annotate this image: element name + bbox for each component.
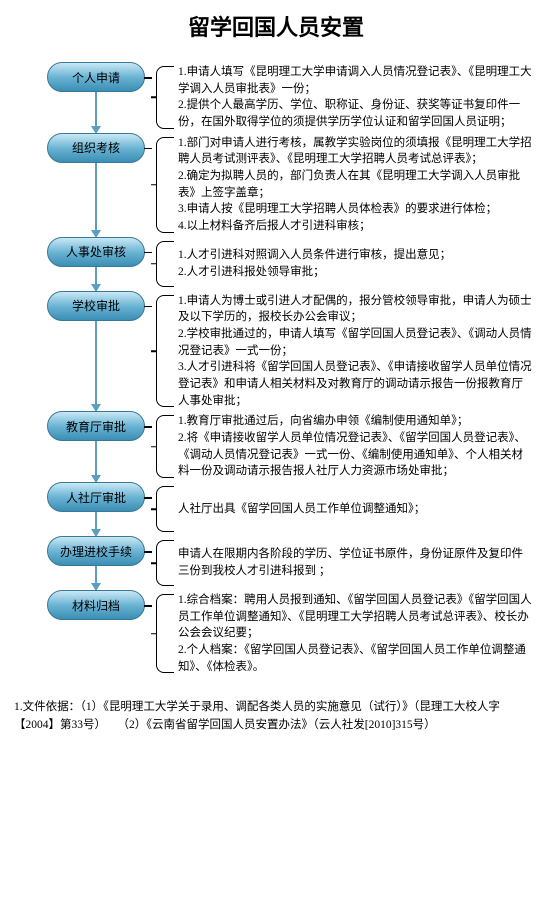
flow-step: 学校审批 1.申请人为博士或引进人才配偶的，报分管校领导审批，申请人为硕士及以下学… <box>42 291 552 412</box>
arrow-down-icon <box>95 321 97 412</box>
bracket-icon <box>156 241 174 287</box>
flow-node: 材料归档 <box>47 590 145 620</box>
arrow-down-icon <box>95 267 97 291</box>
bracket-icon <box>156 137 174 233</box>
arrow-down-icon <box>95 92 97 133</box>
connector-line <box>144 426 152 428</box>
flow-step: 教育厅审批 1.教育厅审批通过后，向省编办申领《编制使用通知单》；2.将《申请接收… <box>42 411 552 482</box>
flow-node-label: 人社厅审批 <box>66 489 126 506</box>
arrow-down-icon <box>95 163 97 237</box>
step-description: 1.教育厅审批通过后，向省编办申领《编制使用通知单》；2.将《申请接收留学人员单… <box>178 411 532 482</box>
flow-node: 人社厅审批 <box>47 482 145 512</box>
desc-line: 2.个人档案：《留学回国人员登记表》、《留学回国人员工作单位调整通知》、《体检表… <box>178 642 532 675</box>
node-column: 教育厅审批 <box>42 411 150 482</box>
flow-node-label: 组织考核 <box>72 139 120 156</box>
flow-step: 个人申请 1.申请人填写《昆明理工大学申请调入人员情况登记表》、《昆明理工大学调入… <box>42 62 552 133</box>
desc-column: 1.申请人填写《昆明理工大学申请调入人员情况登记表》、《昆明理工大学调入人员审批… <box>150 62 552 133</box>
connector-line <box>144 77 152 79</box>
flow-node-label: 学校审批 <box>72 297 120 314</box>
step-description: 1.申请人填写《昆明理工大学申请调入人员情况登记表》、《昆明理工大学调入人员审批… <box>178 62 532 133</box>
desc-column: 人社厅出具《留学回国人员工作单位调整通知》； <box>150 482 552 536</box>
bracket-icon <box>156 486 174 532</box>
desc-line: 3.申请人按《昆明理工大学招聘人员体检表》的要求进行体检； <box>178 201 532 218</box>
desc-line: 1.教育厅审批通过后，向省编办申领《编制使用通知单》； <box>178 413 532 430</box>
page-title: 留学回国人员安置 <box>0 10 552 42</box>
flow-node: 办理进校手续 <box>47 536 145 566</box>
flow-node: 个人申请 <box>47 62 145 92</box>
desc-line: 1.申请人填写《昆明理工大学申请调入人员情况登记表》、《昆明理工大学调入人员审批… <box>178 64 532 97</box>
desc-column: 1.人才引进科对照调入人员条件进行审核，提出意见；2.人才引进科报处领导审批； <box>150 237 552 291</box>
step-description: 1.人才引进科对照调入人员条件进行审核，提出意见；2.人才引进科报处领导审批； <box>178 245 451 282</box>
footer-line: 1.文件依据：（1）《昆明理工大学关于录用、调配各类人员的实施意见（试行）》（昆… <box>14 701 500 730</box>
desc-column: 1.综合档案：聘用人员报到通知、《留学回国人员登记表》《留学回国人员工作单位调整… <box>150 590 552 677</box>
desc-line: 4.以上材料备齐后报人才引进科审核； <box>178 218 532 235</box>
desc-column: 申请人在限期内各阶段的学历、学位证书原件，身份证原件及复印件三份到我校人才引进科… <box>150 536 552 590</box>
bracket-icon <box>156 540 174 586</box>
bracket-icon <box>156 295 174 408</box>
bracket-icon <box>156 66 174 129</box>
flow-step: 人社厅审批人社厅出具《留学回国人员工作单位调整通知》； <box>42 482 552 536</box>
desc-line: 人社厅出具《留学回国人员工作单位调整通知》； <box>178 501 425 518</box>
step-description: 申请人在限期内各阶段的学历、学位证书原件，身份证原件及复印件三份到我校人才引进科… <box>178 544 532 581</box>
desc-line: 申请人在限期内各阶段的学历、学位证书原件，身份证原件及复印件三份到我校人才引进科… <box>178 546 532 579</box>
node-column: 组织考核 <box>42 133 150 237</box>
desc-line: 2.人才引进科报处领导审批； <box>178 264 451 281</box>
flow-node-label: 人事处审核 <box>66 243 126 260</box>
flow-step: 人事处审核 1.人才引进科对照调入人员条件进行审核，提出意见；2.人才引进科报处领… <box>42 237 552 291</box>
node-column: 办理进校手续 <box>42 536 150 590</box>
flowchart: 个人申请 1.申请人填写《昆明理工大学申请调入人员情况登记表》、《昆明理工大学调入… <box>0 62 552 677</box>
connector-line <box>144 605 152 607</box>
flow-node: 人事处审核 <box>47 237 145 267</box>
node-column: 学校审批 <box>42 291 150 412</box>
flow-node-label: 材料归档 <box>72 597 120 614</box>
connector-line <box>144 551 152 553</box>
node-column: 个人申请 <box>42 62 150 133</box>
connector-line <box>144 497 152 499</box>
desc-line: 1.申请人为博士或引进人才配偶的，报分管校领导审批，申请人为硕士及以下学历的，报… <box>178 293 532 326</box>
desc-column: 1.部门对申请人进行考核，属教学实验岗位的须填报《昆明理工大学招聘人员考试测评表… <box>150 133 552 237</box>
desc-column: 1.申请人为博士或引进人才配偶的，报分管校领导审批，申请人为硕士及以下学历的，报… <box>150 291 552 412</box>
flow-node-label: 办理进校手续 <box>60 543 132 560</box>
flow-node: 学校审批 <box>47 291 145 321</box>
flow-node-label: 教育厅审批 <box>66 418 126 435</box>
bracket-icon <box>156 594 174 673</box>
flow-step: 材料归档 1.综合档案：聘用人员报到通知、《留学回国人员登记表》《留学回国人员工作… <box>42 590 552 677</box>
flow-step: 办理进校手续 申请人在限期内各阶段的学历、学位证书原件，身份证原件及复印件三份到我… <box>42 536 552 590</box>
desc-line: 2.学校审批通过的，申请人填写《留学回国人员登记表》、《调动人员情况登记表》一式… <box>178 326 532 359</box>
arrow-down-icon <box>95 566 97 590</box>
desc-line: 3.人才引进科将《留学回国人员登记表》、《申请接收留学人员单位情况登记表》和申请… <box>178 359 532 409</box>
desc-line: 2.将《申请接收留学人员单位情况登记表》、《留学回国人员登记表》、《调动人员情况… <box>178 430 532 480</box>
footer-notes: 1.文件依据：（1）《昆明理工大学关于录用、调配各类人员的实施意见（试行）》（昆… <box>0 677 552 744</box>
node-column: 材料归档 <box>42 590 150 677</box>
desc-line: 1.部门对申请人进行考核，属教学实验岗位的须填报《昆明理工大学招聘人员考试测评表… <box>178 135 532 168</box>
flow-step: 组织考核 1.部门对申请人进行考核，属教学实验岗位的须填报《昆明理工大学招聘人员考… <box>42 133 552 237</box>
connector-line <box>144 306 152 308</box>
step-description: 人社厅出具《留学回国人员工作单位调整通知》； <box>178 499 425 520</box>
connector-line <box>144 148 152 150</box>
step-description: 1.部门对申请人进行考核，属教学实验岗位的须填报《昆明理工大学招聘人员考试测评表… <box>178 133 532 237</box>
node-column: 人事处审核 <box>42 237 150 291</box>
desc-column: 1.教育厅审批通过后，向省编办申领《编制使用通知单》；2.将《申请接收留学人员单… <box>150 411 552 482</box>
arrow-down-icon <box>95 441 97 482</box>
step-description: 1.综合档案：聘用人员报到通知、《留学回国人员登记表》《留学回国人员工作单位调整… <box>178 590 532 677</box>
arrow-down-icon <box>95 512 97 536</box>
flow-node: 组织考核 <box>47 133 145 163</box>
desc-line: 2.确定为拟聘人员的，部门负责人在其《昆明理工大学调入人员审批表》上签字盖章； <box>178 168 532 201</box>
step-description: 1.申请人为博士或引进人才配偶的，报分管校领导审批，申请人为硕士及以下学历的，报… <box>178 291 532 412</box>
desc-line: 1.综合档案：聘用人员报到通知、《留学回国人员登记表》《留学回国人员工作单位调整… <box>178 592 532 642</box>
desc-line: 1.人才引进科对照调入人员条件进行审核，提出意见； <box>178 247 451 264</box>
node-column: 人社厅审批 <box>42 482 150 536</box>
connector-line <box>144 252 152 254</box>
flow-node-label: 个人申请 <box>72 69 120 86</box>
bracket-icon <box>156 415 174 478</box>
flow-node: 教育厅审批 <box>47 411 145 441</box>
desc-line: 2.提供个人最高学历、学位、职称证、身份证、获奖等证书复印件一份，在国外取得学位… <box>178 97 532 130</box>
